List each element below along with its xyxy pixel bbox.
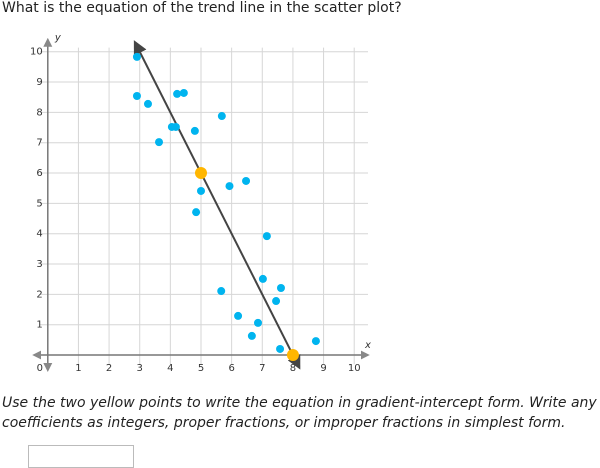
scatter-point <box>253 318 262 327</box>
trend-line <box>133 40 301 370</box>
scatter-point <box>217 287 226 296</box>
scatter-point <box>143 99 152 108</box>
scatter-point <box>272 297 281 306</box>
x-tick-label: 1 <box>75 363 81 374</box>
scatter-point <box>242 176 251 185</box>
chart: 0 1 2 3 4 5 6 7 8 9 10 1 2 3 4 5 6 7 8 9 10 x y <box>30 33 371 374</box>
scatter-point <box>234 311 243 320</box>
x-tick-label: 9 <box>320 363 326 374</box>
scatter-point <box>192 208 201 217</box>
x-tick-label: 3 <box>137 363 143 374</box>
instruction-line: Use the two yellow points to write the e… <box>2 395 597 411</box>
scatter-point <box>179 88 188 97</box>
y-tick-label: 7 <box>36 138 42 149</box>
y-axis-label: y <box>54 33 62 44</box>
x-tick-label: 2 <box>106 363 112 374</box>
instruction-line: coefficients as integers, proper fractio… <box>2 415 566 431</box>
scatter-point <box>262 232 271 241</box>
y-tick-label: 10 <box>30 47 43 58</box>
scatter-point <box>155 138 164 147</box>
x-tick-label: 6 <box>228 363 234 374</box>
y-tick-label: 2 <box>36 289 42 300</box>
x-tick-label: 7 <box>259 363 265 374</box>
y-tick-label: 5 <box>36 198 42 209</box>
scatter-point <box>247 331 256 340</box>
y-tick-label: 8 <box>36 107 42 118</box>
answer-input[interactable] <box>28 445 134 468</box>
y-tick-label: 3 <box>36 259 42 270</box>
scatter-point <box>171 122 180 131</box>
scatter-point <box>197 186 205 195</box>
scatter-point <box>173 89 182 98</box>
scatter-point <box>225 182 234 191</box>
scatter-point <box>132 52 141 61</box>
y-tick-label: 4 <box>36 229 42 240</box>
scatter-point <box>217 112 226 121</box>
highlighted-point <box>195 167 207 180</box>
x-tick-label: 8 <box>290 363 296 374</box>
x-tick-label: 5 <box>198 363 204 374</box>
x-tick-label: 10 <box>348 363 361 374</box>
x-axis-label: x <box>364 340 371 351</box>
y-tick-label: 9 <box>36 77 42 88</box>
x-tick-label: 0 <box>37 363 43 374</box>
question: What is the equation of the trend line i… <box>2 0 402 16</box>
x-tick-label: 4 <box>167 363 173 374</box>
scatter-point <box>276 284 285 293</box>
instructions: Use the two yellow points to write the e… <box>2 393 597 433</box>
scatter-point <box>132 92 141 101</box>
highlighted-point <box>286 349 299 362</box>
scatter-point <box>258 274 267 283</box>
scatter-point <box>276 344 285 353</box>
y-tick-label: 1 <box>36 320 42 331</box>
scatter-point <box>311 337 320 346</box>
y-tick-label: 6 <box>36 168 42 179</box>
scatter-point <box>190 126 199 135</box>
